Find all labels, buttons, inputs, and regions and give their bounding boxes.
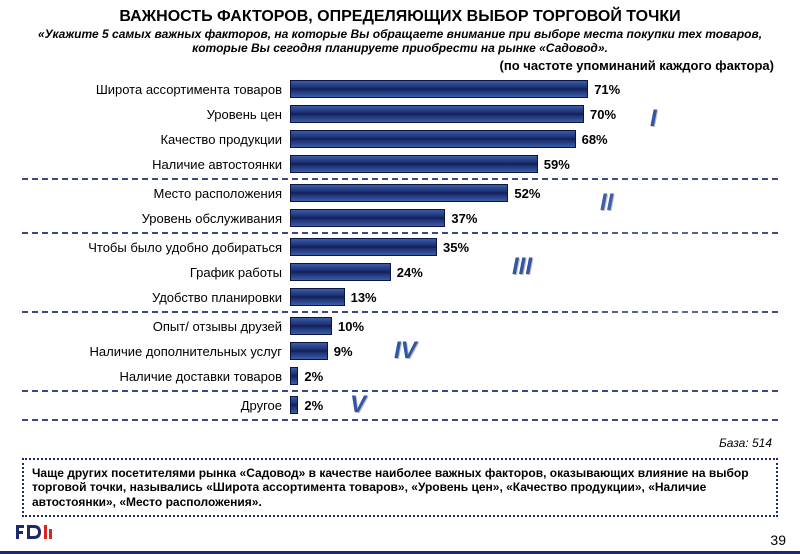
slide-subcaption: (по частоте упоминаний каждого фактора) xyxy=(22,58,778,73)
bar-wrap: 10% xyxy=(290,314,778,339)
chart-row: Наличие автостоянки 59% xyxy=(22,152,778,177)
chart-row: Наличие дополнительных услуг 9% xyxy=(22,339,778,364)
slide-title: ВАЖНОСТЬ ФАКТОРОВ, ОПРЕДЕЛЯЮЩИХ ВЫБОР ТО… xyxy=(22,8,778,26)
chart-row: Наличие доставки товаров 2% xyxy=(22,364,778,389)
bar-value: 13% xyxy=(351,290,377,305)
bar-label: Качество продукции xyxy=(22,132,290,147)
slide-subtitle: «Укажите 5 самых важных факторов, на кот… xyxy=(22,28,778,56)
chart-row: Опыт/ отзывы друзей 10% xyxy=(22,314,778,339)
bar-wrap: 59% xyxy=(290,152,778,177)
bar xyxy=(290,155,538,173)
chart-row: Чтобы было удобно добираться 35% xyxy=(22,235,778,260)
bar-wrap: 35% xyxy=(290,235,778,260)
chart-row: Место расположения 52% xyxy=(22,181,778,206)
bar-value: 35% xyxy=(443,240,469,255)
chart-row: Удобство планировки 13% xyxy=(22,285,778,310)
bar-wrap: 71% xyxy=(290,77,778,102)
bar-label: Опыт/ отзывы друзей xyxy=(22,319,290,334)
group-separator xyxy=(22,390,778,392)
bar-label: Удобство планировки xyxy=(22,290,290,305)
bar-label: Чтобы было удобно добираться xyxy=(22,240,290,255)
bar-chart: Широта ассортимента товаров 71% Уровень це… xyxy=(22,77,778,421)
bar-value: 24% xyxy=(397,265,423,280)
page-number: 39 xyxy=(770,532,786,548)
bar xyxy=(290,209,445,227)
bar-value: 2% xyxy=(304,398,323,413)
bar-value: 71% xyxy=(594,82,620,97)
bar-label: Уровень обслуживания xyxy=(22,211,290,226)
bar-label: Наличие доставки товаров xyxy=(22,369,290,384)
bar-wrap: 24% xyxy=(290,260,778,285)
bar xyxy=(290,80,588,98)
base-label: База: 514 xyxy=(719,436,772,450)
chart-row: Уровень цен 70% xyxy=(22,102,778,127)
bar xyxy=(290,263,391,281)
group-separator xyxy=(22,232,778,234)
bar-label: Уровень цен xyxy=(22,107,290,122)
bar xyxy=(290,130,576,148)
bar xyxy=(290,317,332,335)
bar-label: Наличие автостоянки xyxy=(22,157,290,172)
bar-wrap: 2% xyxy=(290,393,778,418)
bar xyxy=(290,396,298,414)
bar-value: 52% xyxy=(514,186,540,201)
bar-label: Широта ассортимента товаров xyxy=(22,82,290,97)
bar xyxy=(290,238,437,256)
bar xyxy=(290,342,328,360)
bar-wrap: 52% xyxy=(290,181,778,206)
bar-value: 2% xyxy=(304,369,323,384)
bar-value: 10% xyxy=(338,319,364,334)
bar-label: Наличие дополнительных услуг xyxy=(22,344,290,359)
chart-row: Широта ассортимента товаров 71% xyxy=(22,77,778,102)
logo xyxy=(14,521,54,546)
bar-value: 37% xyxy=(451,211,477,226)
bar-wrap: 2% xyxy=(290,364,778,389)
bar-wrap: 70% xyxy=(290,102,778,127)
bar-value: 9% xyxy=(334,344,353,359)
chart-row: Другое 2% xyxy=(22,393,778,418)
group-separator xyxy=(22,419,778,421)
bar-wrap: 37% xyxy=(290,206,778,231)
chart-row: График работы 24% xyxy=(22,260,778,285)
bar-label: Место расположения xyxy=(22,186,290,201)
bar xyxy=(290,288,345,306)
chart-row: Уровень обслуживания 37% xyxy=(22,206,778,231)
bar-wrap: 68% xyxy=(290,127,778,152)
bar-wrap: 13% xyxy=(290,285,778,310)
takeaway-box: Чаще других посетителями рынка «Садовод»… xyxy=(22,458,778,517)
bar-value: 68% xyxy=(582,132,608,147)
takeaway-text: Чаще других посетителями рынка «Садовод»… xyxy=(32,466,749,509)
bar xyxy=(290,184,508,202)
bar xyxy=(290,367,298,385)
group-separator xyxy=(22,178,778,180)
logo-icon xyxy=(14,521,54,541)
slide: ВАЖНОСТЬ ФАКТОРОВ, ОПРЕДЕЛЯЮЩИХ ВЫБОР ТО… xyxy=(0,0,800,554)
bar-value: 70% xyxy=(590,107,616,122)
chart-row: Качество продукции 68% xyxy=(22,127,778,152)
bar-label: График работы xyxy=(22,265,290,280)
bar-wrap: 9% xyxy=(290,339,778,364)
bar-value: 59% xyxy=(544,157,570,172)
group-separator xyxy=(22,311,778,313)
bar xyxy=(290,105,584,123)
bar-label: Другое xyxy=(22,398,290,413)
